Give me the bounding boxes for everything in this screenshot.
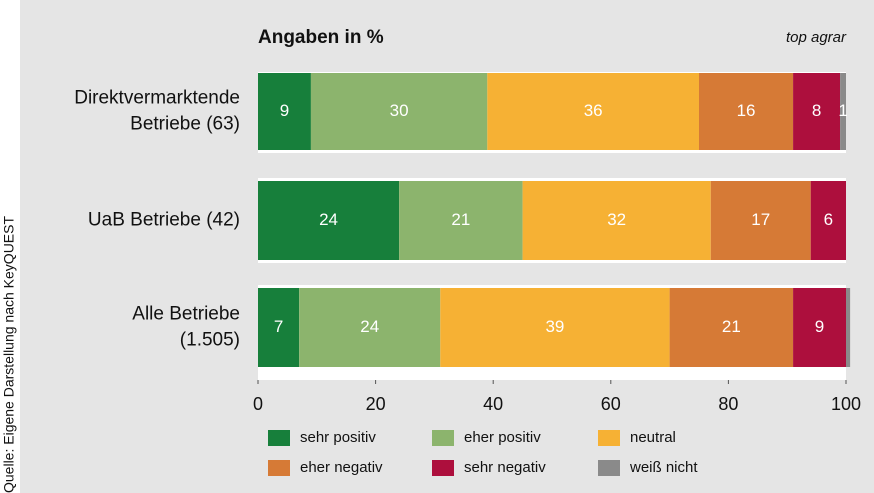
x-tick-label: 80 (718, 394, 738, 414)
bar-segment (710, 181, 811, 260)
bar-segment (699, 73, 794, 150)
value-label: 24 (360, 317, 379, 336)
bar-segment (258, 288, 300, 367)
bar-segment (840, 73, 846, 150)
value-label: 17 (751, 210, 770, 229)
legend-swatch (432, 460, 454, 476)
value-label: 30 (390, 101, 409, 120)
brand: top agrar (786, 29, 847, 46)
bar-segment (258, 181, 400, 260)
bar-segment (487, 73, 699, 150)
value-label: 16 (737, 101, 756, 120)
legend-label: eher negativ (300, 459, 383, 476)
legend-swatch (432, 430, 454, 446)
bar-segment (310, 73, 488, 150)
legend-swatch (598, 460, 620, 476)
bar-segment (793, 73, 841, 150)
bar-segment (440, 288, 670, 367)
bar-segment (846, 288, 851, 367)
source-note: Quelle: Eigene Darstellung nach KeyQUEST (1, 216, 17, 493)
bar-segment (810, 181, 846, 260)
bar-segment (669, 288, 794, 367)
value-label: 7 (274, 317, 283, 336)
value-label: 36 (584, 101, 603, 120)
legend-swatch (598, 430, 620, 446)
value-label: 9 (280, 101, 289, 120)
category-label: UaB Betriebe (42) (88, 210, 240, 231)
value-label: 6 (824, 210, 833, 229)
value-label: 32 (607, 210, 626, 229)
legend-swatch (268, 460, 290, 476)
x-tick-label: 20 (366, 394, 386, 414)
category-label: (1.505) (180, 330, 240, 351)
value-label: 1 (838, 101, 847, 120)
row-separator (258, 263, 846, 285)
value-label: 9 (815, 317, 824, 336)
row-separator (258, 153, 846, 178)
value-label: 24 (319, 210, 338, 229)
value-label: 21 (451, 210, 470, 229)
chart-title: Angaben in % (258, 27, 384, 48)
bar-segment (299, 288, 441, 367)
category-label: Alle Betriebe (132, 304, 240, 325)
bar-segment (793, 288, 846, 367)
bar-segment (399, 181, 523, 260)
value-label: 39 (545, 317, 564, 336)
legend-swatch (268, 430, 290, 446)
legend-label: neutral (630, 429, 676, 446)
x-tick-label: 0 (253, 394, 263, 414)
category-label: Direktvermarktende (74, 88, 240, 109)
x-tick-label: 100 (831, 394, 861, 414)
bar-segment (522, 181, 711, 260)
legend-label: sehr negativ (464, 459, 546, 476)
value-label: 21 (722, 317, 741, 336)
legend-label: weiß nicht (629, 459, 698, 476)
category-label: Betriebe (63) (130, 114, 240, 135)
x-tick-label: 40 (483, 394, 503, 414)
x-tick-label: 60 (601, 394, 621, 414)
legend-label: sehr positiv (300, 429, 376, 446)
bar-segment (258, 73, 311, 150)
value-label: 8 (812, 101, 821, 120)
legend-label: eher positiv (464, 429, 541, 446)
